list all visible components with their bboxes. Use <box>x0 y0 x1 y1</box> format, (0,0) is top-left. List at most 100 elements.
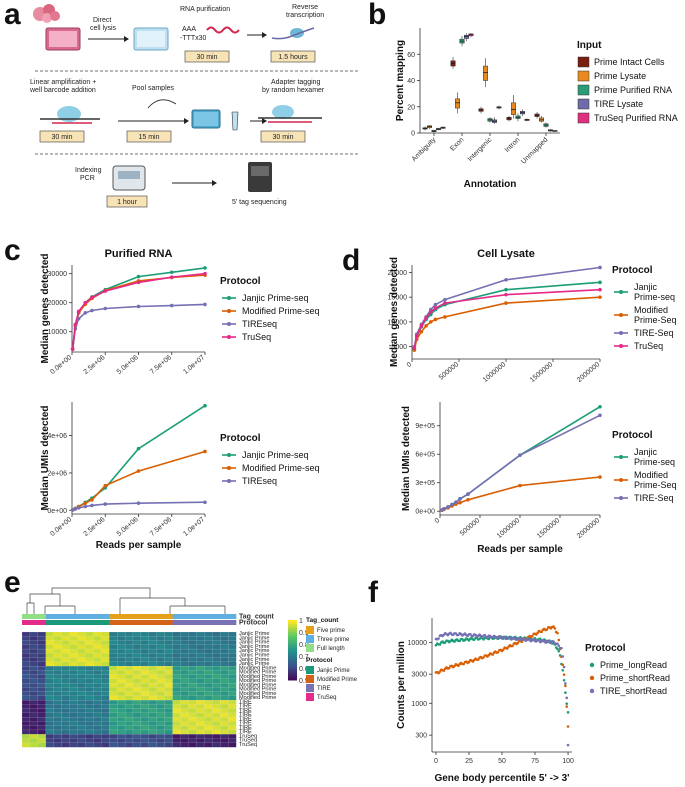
data-point <box>518 483 522 488</box>
colorbar-segment <box>288 644 297 647</box>
data-point <box>504 292 508 297</box>
tag-count-cell <box>109 614 118 619</box>
pooled-plate-icon <box>191 109 239 131</box>
legend-title: Protocol <box>220 276 261 287</box>
protocol-annotation-cell <box>77 620 86 625</box>
y-tick-label: 0e+00 <box>47 508 67 515</box>
data-point <box>565 702 569 705</box>
tag-count-cell <box>228 614 237 619</box>
data-point <box>466 492 470 496</box>
protocol-annotation-cell <box>101 620 110 625</box>
y-tick-label: 20000 <box>48 300 68 307</box>
y-axis-title: Percent mapping <box>395 40 406 121</box>
y-tick-label: 1000 <box>411 701 427 708</box>
row-label: TIRE <box>239 699 252 705</box>
row-label: Janjic Prime <box>239 657 269 663</box>
tag-count-cell <box>101 614 110 619</box>
legend-item: TruSeq Purified RNA <box>594 113 678 123</box>
dendrogram <box>26 587 226 618</box>
data-point <box>520 640 524 644</box>
rt-enzyme-icon <box>271 27 315 40</box>
row-label: TruSeq <box>239 742 257 748</box>
legend-item: TIRE_shortRead <box>600 686 667 696</box>
data-point <box>429 310 433 314</box>
protocol-annotation-cell <box>109 620 118 625</box>
y-tick-label: 300 <box>415 733 427 740</box>
arrow-head <box>212 180 217 186</box>
data-point <box>76 506 81 510</box>
data-point <box>203 500 207 505</box>
legend-swatch-dot <box>619 313 623 317</box>
data-point <box>437 637 440 640</box>
legend-swatch-dot <box>619 290 623 294</box>
step-cell-lysis: Direct cell lysis <box>90 17 117 32</box>
aaa-label: AAA <box>182 26 196 33</box>
data-point <box>557 644 561 648</box>
step-reverse-transcription: Reverse transcription <box>286 4 324 19</box>
legend-swatch-dot <box>227 453 231 457</box>
data-point <box>83 504 88 509</box>
legend-swatch <box>577 112 590 124</box>
data-point <box>136 501 141 505</box>
time-badge-6-text: 1 hour <box>117 199 138 206</box>
data-point <box>598 295 602 299</box>
x-tick-label: 50 <box>498 758 506 765</box>
tag-count-cell <box>61 614 70 619</box>
x-tick-label: 0 <box>406 361 414 369</box>
y-tick-label: 20 <box>407 104 415 111</box>
colorbar-segment <box>288 658 297 661</box>
data-point <box>504 301 508 305</box>
protocol-annotation-cell <box>228 620 237 625</box>
protocol-annotation-cell <box>69 620 78 625</box>
panel-label-b: b <box>368 0 387 31</box>
legend-item: Five prime <box>317 628 346 634</box>
legend-title: Input <box>577 40 602 51</box>
x-tick-label: 75 <box>531 758 539 765</box>
data-point <box>565 705 569 708</box>
legend-title: Protocol <box>612 430 653 441</box>
tag-count-cell <box>132 614 142 619</box>
colorbar-segment <box>288 634 297 637</box>
legend-swatch-dot <box>227 335 231 339</box>
row-label: TIRE <box>239 708 252 714</box>
colorbar-tick-label: 0.7 <box>299 654 309 661</box>
x-tick-label: 25 <box>465 758 473 765</box>
data-point <box>433 317 438 322</box>
y-axis-title: Median UMIs detected <box>401 406 412 511</box>
tag-count-cell <box>164 614 173 619</box>
step-indexing-pcr: Indexing PCR <box>75 167 102 182</box>
data-point <box>73 322 78 327</box>
protocol-annotation-cell <box>85 620 94 625</box>
data-point <box>90 503 94 508</box>
legend-title: Protocol <box>585 643 626 654</box>
y-axis-title: Counts per million <box>396 641 407 729</box>
step-5prime-tag-sequencing: 5' tag sequencing <box>232 199 287 206</box>
protocol-annotation-cell <box>164 620 173 625</box>
data-point <box>458 500 462 505</box>
legend-swatch <box>577 84 590 96</box>
arrow-head <box>262 32 267 38</box>
row-label: TIRE <box>239 716 252 722</box>
legend-swatch <box>589 675 595 681</box>
row-label: Modified Prime <box>239 687 276 693</box>
data-point <box>76 309 81 314</box>
data-point <box>504 278 508 282</box>
data-point <box>70 347 75 351</box>
y-axis-title: Median genes detected <box>40 253 51 363</box>
data-point <box>560 646 563 650</box>
data-point <box>443 301 447 305</box>
x-tick-label: 100 <box>562 758 574 765</box>
legend-swatch <box>306 693 314 701</box>
row-label: Janjic Prime <box>239 631 269 637</box>
tag-count-cell <box>29 614 39 619</box>
row-label: Janjic Prime <box>239 640 269 646</box>
data-point <box>136 274 141 279</box>
protocol-annotation-cell <box>196 620 205 625</box>
y-tick-label: 60 <box>407 52 415 59</box>
protocol-annotation-cell <box>125 620 134 625</box>
y-axis-title: Median UMIs detected <box>40 405 51 510</box>
data-point <box>482 656 485 659</box>
legend-swatch-dot <box>227 309 231 313</box>
colorbar-segment <box>288 628 297 631</box>
time-badge-2 <box>270 50 316 63</box>
